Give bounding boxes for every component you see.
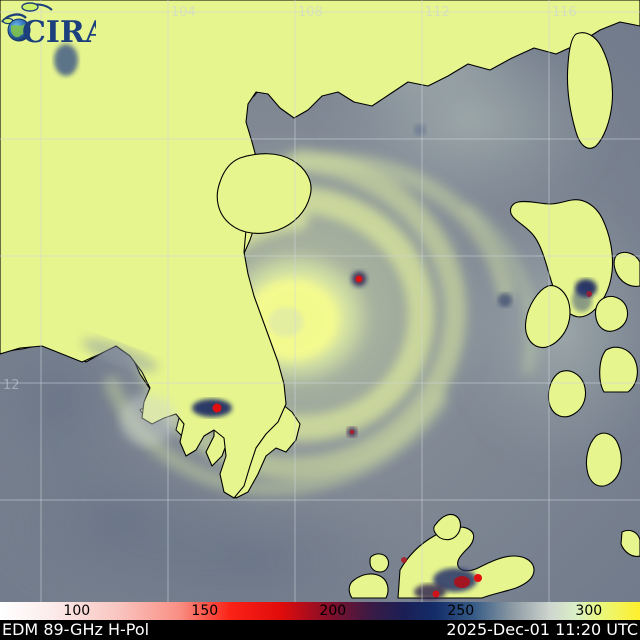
graticule [0, 0, 640, 602]
map-canvas[interactable]: 104 108 112 116 12 CIRA [0, 0, 640, 602]
map-svg: 104 108 112 116 12 [0, 0, 640, 602]
land-island-small-2 [613, 251, 640, 287]
convective-cells-sea [347, 124, 512, 437]
footer-bar: EDM 89-GHz H-Pol 2025-Dec-01 11:20 UTC [0, 620, 640, 640]
colorbar-gradient [0, 602, 640, 620]
colorbar-tick-300: 300 [575, 603, 603, 619]
lat-label-12: 12 [3, 378, 20, 393]
land-taiwan [566, 32, 614, 149]
lon-label-104: 104 [171, 5, 196, 20]
land-borneo-peninsula [433, 513, 462, 541]
timestamp-label: 2025-Dec-01 11:20 UTC [446, 620, 638, 639]
lon-label-116: 116 [552, 5, 577, 20]
land-island-small-3 [620, 529, 640, 557]
land-island-small-1 [594, 295, 629, 332]
cira-logo: CIRA [1, 2, 96, 44]
colorbar-tick-100: 100 [63, 603, 91, 619]
land-panay [599, 346, 638, 393]
land-borneo-islet [369, 553, 390, 573]
land-palawan [585, 432, 622, 487]
colorbar-tick-250: 250 [447, 603, 475, 619]
land-hainan [216, 153, 312, 234]
coastlines [0, 0, 640, 599]
lon-label-108: 108 [298, 5, 323, 20]
product-label: EDM 89-GHz H-Pol [2, 620, 150, 639]
land-borneo-west [348, 573, 389, 599]
colorbar-tick-150: 150 [191, 603, 219, 619]
lon-label-112: 112 [425, 5, 450, 20]
cira-logo-text: CIRA [22, 15, 96, 44]
colorbar[interactable]: 100 150 200 250 300 [0, 602, 640, 620]
colorbar-tick-200: 200 [319, 603, 347, 619]
